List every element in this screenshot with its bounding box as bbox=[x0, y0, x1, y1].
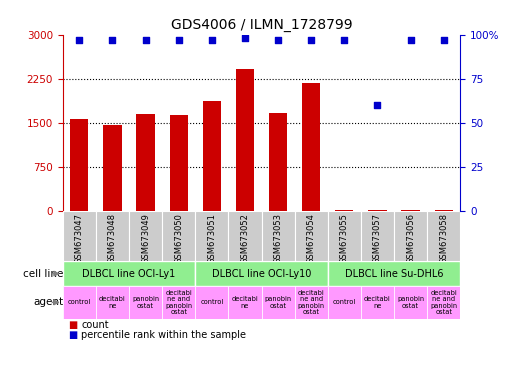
Point bbox=[108, 37, 117, 43]
Text: GSM673054: GSM673054 bbox=[306, 213, 316, 263]
Bar bbox=[328, 261, 460, 286]
Bar bbox=[328, 211, 361, 261]
Text: percentile rank within the sample: percentile rank within the sample bbox=[81, 330, 246, 340]
Text: DLBCL line OCI-Ly10: DLBCL line OCI-Ly10 bbox=[212, 268, 311, 279]
Bar bbox=[302, 83, 320, 211]
Point bbox=[439, 37, 448, 43]
Text: ■: ■ bbox=[68, 320, 77, 330]
Text: panobin
ostat: panobin ostat bbox=[132, 296, 159, 309]
Text: control: control bbox=[67, 300, 91, 305]
Text: decitabi
ne: decitabi ne bbox=[232, 296, 258, 309]
Text: GSM673055: GSM673055 bbox=[340, 213, 349, 263]
Bar bbox=[361, 286, 394, 319]
Text: decitabi
ne: decitabi ne bbox=[364, 296, 391, 309]
Text: count: count bbox=[81, 320, 109, 330]
Text: panobin
ostat: panobin ostat bbox=[397, 296, 424, 309]
Bar bbox=[335, 210, 354, 211]
Point bbox=[340, 37, 348, 43]
Bar bbox=[195, 286, 229, 319]
Bar bbox=[435, 210, 453, 211]
Bar bbox=[229, 211, 262, 261]
Bar bbox=[328, 286, 361, 319]
Text: decitabi
ne: decitabi ne bbox=[99, 296, 126, 309]
Text: GSM673052: GSM673052 bbox=[241, 213, 249, 263]
Bar bbox=[96, 286, 129, 319]
Text: cell line: cell line bbox=[22, 268, 63, 279]
Bar bbox=[195, 211, 229, 261]
Point bbox=[274, 37, 282, 43]
Bar bbox=[104, 125, 121, 211]
Bar bbox=[262, 286, 294, 319]
Point bbox=[406, 37, 415, 43]
Bar bbox=[63, 261, 195, 286]
Text: GSM673056: GSM673056 bbox=[406, 213, 415, 264]
Text: GSM673048: GSM673048 bbox=[108, 213, 117, 264]
Text: GSM673057: GSM673057 bbox=[373, 213, 382, 264]
Bar bbox=[169, 115, 188, 211]
Bar bbox=[162, 211, 195, 261]
Bar bbox=[236, 69, 254, 211]
Text: panobin
ostat: panobin ostat bbox=[265, 296, 292, 309]
Text: decitabi
ne and
panobin
ostat: decitabi ne and panobin ostat bbox=[298, 290, 325, 315]
Bar bbox=[162, 286, 195, 319]
Point bbox=[373, 102, 382, 108]
Text: GSM673058: GSM673058 bbox=[439, 213, 448, 264]
Point bbox=[241, 35, 249, 41]
Bar bbox=[229, 286, 262, 319]
Text: GSM673049: GSM673049 bbox=[141, 213, 150, 263]
Bar bbox=[427, 211, 460, 261]
Bar bbox=[96, 211, 129, 261]
Text: GSM673053: GSM673053 bbox=[274, 213, 282, 264]
Point bbox=[75, 37, 84, 43]
Text: decitabi
ne and
panobin
ostat: decitabi ne and panobin ostat bbox=[165, 290, 192, 315]
Bar bbox=[129, 211, 162, 261]
Text: GSM673047: GSM673047 bbox=[75, 213, 84, 264]
Bar bbox=[63, 286, 96, 319]
Bar bbox=[262, 211, 294, 261]
Bar bbox=[361, 211, 394, 261]
Text: GSM673050: GSM673050 bbox=[174, 213, 183, 263]
Text: control: control bbox=[200, 300, 223, 305]
Bar bbox=[70, 119, 88, 211]
Bar bbox=[294, 211, 328, 261]
Bar bbox=[195, 261, 328, 286]
Point bbox=[141, 37, 150, 43]
Bar bbox=[129, 286, 162, 319]
Bar bbox=[294, 286, 328, 319]
Point bbox=[208, 37, 216, 43]
Text: ■: ■ bbox=[68, 330, 77, 340]
Text: agent: agent bbox=[33, 297, 63, 308]
Text: DLBCL line OCI-Ly1: DLBCL line OCI-Ly1 bbox=[83, 268, 176, 279]
Bar bbox=[269, 113, 287, 211]
Text: decitabi
ne and
panobin
ostat: decitabi ne and panobin ostat bbox=[430, 290, 457, 315]
Bar bbox=[394, 211, 427, 261]
Point bbox=[175, 37, 183, 43]
Bar bbox=[203, 101, 221, 211]
Bar bbox=[368, 210, 386, 211]
Bar bbox=[63, 211, 96, 261]
Bar bbox=[394, 286, 427, 319]
Text: GSM673051: GSM673051 bbox=[207, 213, 217, 263]
Text: DLBCL line Su-DHL6: DLBCL line Su-DHL6 bbox=[345, 268, 444, 279]
Title: GDS4006 / ILMN_1728799: GDS4006 / ILMN_1728799 bbox=[170, 18, 353, 32]
Bar bbox=[427, 286, 460, 319]
Bar bbox=[402, 210, 419, 211]
Point bbox=[307, 37, 315, 43]
Bar bbox=[137, 114, 155, 211]
Text: control: control bbox=[333, 300, 356, 305]
